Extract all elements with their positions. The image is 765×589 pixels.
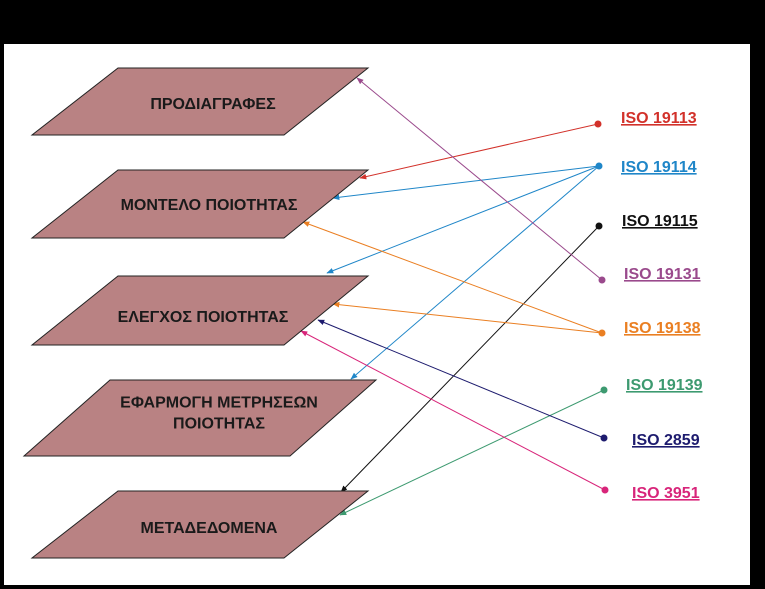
link-iso19138-to-model — [302, 221, 603, 334]
layer-label: ΠΡΟΔΙΑΓΡΑΦΕΣ — [150, 96, 276, 113]
link-iso3951-to-control — [300, 330, 606, 491]
layer-label: ΜΟΝΤΕΛΟ ΠΟΙΟΤΗΤΑΣ — [121, 197, 298, 214]
layer-label: ΠΟΙΟΤΗΤΑΣ — [173, 416, 265, 433]
standard-iso19139[interactable]: ISO 19139 — [600, 377, 703, 394]
layer-label: ΕΦΑΡΜΟΓΗ ΜΕΤΡΗΣΕΩΝ — [120, 395, 318, 412]
link-iso19138-to-control — [332, 301, 603, 334]
standard-dot — [601, 486, 609, 494]
standard-label[interactable]: ISO 19139 — [626, 377, 703, 394]
standard-label[interactable]: ISO 19114 — [621, 159, 697, 176]
standard-dot — [598, 276, 606, 284]
standard-label[interactable]: ISO 19113 — [621, 110, 697, 127]
layer-meta: ΜΕΤΑΔΕΔΟΜΕΝΑ — [30, 490, 370, 559]
standard-label[interactable]: ISO 19115 — [622, 213, 698, 230]
standard-iso19131[interactable]: ISO 19131 — [598, 266, 701, 284]
standard-label[interactable]: ISO 3951 — [632, 485, 700, 502]
standard-dot — [600, 386, 608, 394]
link-iso19113-to-model — [359, 123, 599, 180]
layer-apply: ΕΦΑΡΜΟΓΗ ΜΕΤΡΗΣΕΩΝ ΠΟΙΟΤΗΤΑΣ — [22, 379, 378, 457]
link-iso19114-to-control — [326, 165, 600, 274]
link-iso19131-to-specs — [356, 77, 603, 281]
links-layer — [300, 77, 606, 516]
link-iso19114-to-model — [332, 165, 600, 201]
layer-shape — [30, 67, 370, 136]
link-iso19115-to-meta — [340, 225, 600, 493]
layers-group: ΠΡΟΔΙΑΓΡΑΦΕΣ ΜΟΝΤΕΛΟ ΠΟΙΟΤΗΤΑΣ ΕΛΕΓΧΟΣ ΠΟΙ… — [22, 67, 378, 559]
layer-control: ΕΛΕΓΧΟΣ ΠΟΙΟΤΗΤΑΣ — [30, 275, 370, 346]
standard-label[interactable]: ISO 2859 — [632, 432, 700, 449]
layer-label: ΜΕΤΑΔΕΔΟΜΕΝΑ — [141, 520, 278, 537]
standard-label[interactable]: ISO 19138 — [624, 320, 701, 337]
standard-label[interactable]: ISO 19131 — [624, 266, 701, 283]
layer-shape — [30, 169, 370, 239]
standard-dot — [598, 329, 606, 337]
standard-iso3951[interactable]: ISO 3951 — [601, 485, 700, 502]
standard-iso19138[interactable]: ISO 19138 — [598, 320, 701, 337]
standard-iso19114[interactable]: ISO 19114 — [595, 159, 697, 176]
layer-shape — [30, 490, 370, 559]
link-iso19139-to-meta — [339, 389, 605, 516]
standard-dot — [595, 162, 603, 170]
standard-dot — [600, 434, 608, 442]
link-iso19114-to-apply — [350, 165, 600, 380]
standard-iso2859[interactable]: ISO 2859 — [600, 432, 700, 449]
layer-shape — [22, 379, 378, 457]
layer-shape — [30, 275, 370, 346]
standard-dot — [594, 120, 602, 128]
link-iso2859-to-control — [317, 319, 605, 439]
standard-dot — [595, 222, 603, 230]
layer-model: ΜΟΝΤΕΛΟ ΠΟΙΟΤΗΤΑΣ — [30, 169, 370, 239]
standards-group: ISO 19113 ISO 19114 ISO 19115 ISO 19131 ISO … — [594, 110, 703, 502]
standard-iso19113[interactable]: ISO 19113 — [594, 110, 697, 128]
standard-iso19115[interactable]: ISO 19115 — [595, 213, 698, 230]
layer-specs: ΠΡΟΔΙΑΓΡΑΦΕΣ — [30, 67, 370, 136]
layer-label: ΕΛΕΓΧΟΣ ΠΟΙΟΤΗΤΑΣ — [118, 309, 289, 326]
